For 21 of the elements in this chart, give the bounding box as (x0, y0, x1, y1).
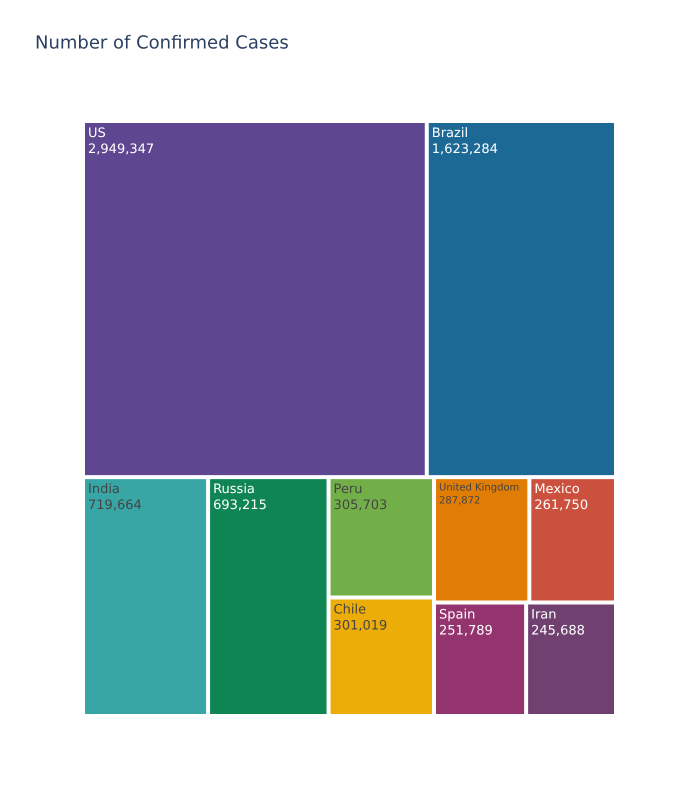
data-label: 2,949,347 (88, 142, 154, 157)
category-label: Russia (213, 482, 255, 498)
category-label: US (88, 126, 106, 141)
category-label: Spain (439, 607, 476, 622)
data-label: 1,623,284 (432, 142, 498, 157)
data-label: 693,215 (213, 498, 267, 514)
category-label: Iran (531, 607, 557, 622)
data-label: 261,750 (534, 498, 588, 514)
data-label: 719,664 (88, 498, 142, 514)
data-label: 305,703 (334, 498, 388, 514)
category-label: Mexico (534, 482, 580, 498)
category-label: India (88, 482, 120, 498)
category-label: United Kingdom (439, 482, 520, 494)
data-label: 251,789 (439, 623, 493, 638)
category-label: Peru (334, 482, 363, 498)
data-label: 287,872 (439, 496, 480, 507)
text: Number of Confirmed Cases (35, 32, 289, 54)
category-label: Brazil (432, 126, 468, 141)
category-label: Chile (334, 602, 366, 618)
data-label: 301,019 (334, 618, 388, 634)
data-label: 245,688 (531, 623, 585, 638)
